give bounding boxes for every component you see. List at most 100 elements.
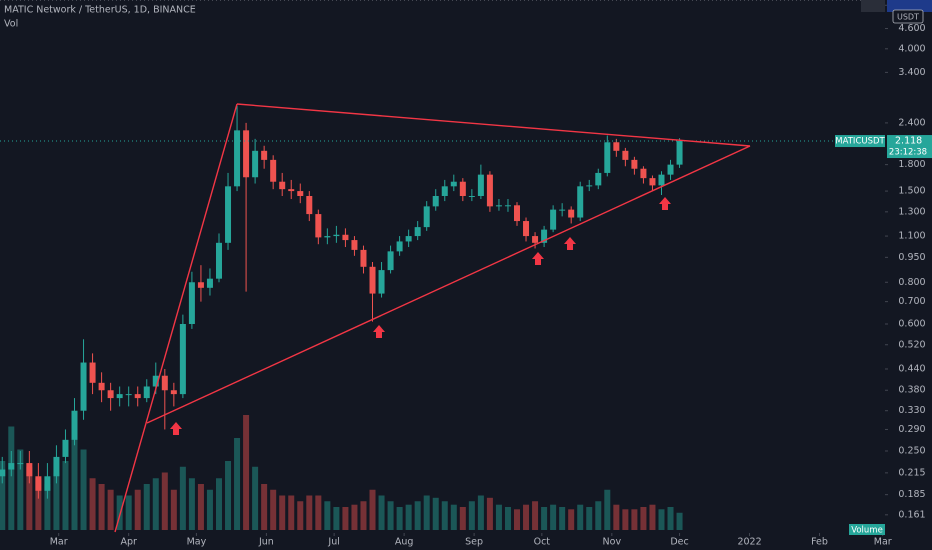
candle-body — [116, 394, 123, 399]
y-tick-label: 0.250 — [898, 445, 925, 456]
volume-bar — [423, 495, 430, 530]
candle-body — [315, 214, 322, 238]
candle-body — [432, 195, 439, 207]
arrow — [564, 237, 576, 250]
volume-bar — [613, 504, 620, 530]
candle-body — [622, 150, 629, 160]
candle-body — [134, 394, 141, 399]
candle-body — [351, 240, 358, 250]
candle-body — [35, 476, 42, 491]
candle-body — [107, 390, 114, 399]
volume-bar — [658, 509, 665, 530]
candle-body — [378, 270, 385, 294]
volume-bar — [279, 495, 286, 530]
candle-body — [206, 278, 213, 288]
volume-bar — [595, 501, 602, 530]
x-tick-label: Dec — [670, 537, 688, 548]
candle-body — [504, 205, 511, 207]
volume-bar — [676, 512, 683, 530]
candle-body — [595, 172, 602, 186]
volume-bar — [53, 472, 60, 530]
candle-body — [459, 181, 466, 196]
candle-body — [559, 209, 566, 211]
volume-bar — [188, 478, 195, 530]
volume-bar — [450, 504, 457, 530]
arrows — [170, 197, 671, 435]
high-value-box — [887, 0, 932, 12]
x-tick-label: 2022 — [737, 537, 761, 548]
arrow — [373, 325, 385, 338]
volume-bar — [98, 484, 105, 530]
trend-line — [114, 103, 238, 533]
candle-body — [170, 390, 177, 395]
candle-body — [306, 195, 313, 215]
candle-body — [369, 266, 376, 294]
y-tick-label: 1.300 — [898, 206, 925, 217]
candle-body — [197, 282, 204, 288]
candle-body — [80, 362, 87, 411]
volume-bar — [532, 501, 539, 530]
candle-body — [243, 130, 250, 178]
plot-area — [0, 0, 885, 530]
last-price-box — [887, 135, 932, 159]
countdown: 23:12:38 — [889, 148, 927, 158]
candle-body — [523, 221, 530, 237]
volume-bar — [35, 478, 42, 530]
volume-bar — [134, 489, 141, 530]
candle-body — [288, 189, 295, 192]
candle-body — [450, 181, 457, 187]
candle-body — [270, 159, 277, 182]
volume-bar — [568, 509, 575, 530]
candle-body — [477, 174, 484, 196]
x-tick-label: Mar — [874, 537, 892, 548]
trend-line — [236, 103, 751, 147]
volume-bar — [405, 504, 412, 530]
symbol: MATICUSDT — [835, 137, 885, 147]
candle-body — [188, 282, 195, 324]
candle-body — [468, 195, 475, 197]
candle-body — [550, 209, 557, 230]
subtitle: Vol — [4, 19, 18, 30]
chart-title: MATIC Network / TetherUS, 1D, BINANCE — [4, 5, 196, 16]
volume-bar — [17, 449, 24, 530]
volume-bar — [225, 461, 232, 530]
candle-body — [53, 456, 60, 477]
y-tick-label: 0.161 — [898, 509, 925, 520]
x-tick-label: Oct — [534, 537, 551, 548]
candle-body — [179, 323, 186, 395]
volume-bar — [504, 507, 511, 530]
volume-bar — [477, 495, 484, 530]
x-tick-label: Jun — [258, 537, 274, 548]
volume-bar — [80, 449, 87, 530]
x-tick-label: May — [187, 537, 207, 548]
y-tick-label: 0.380 — [898, 385, 925, 396]
volume-bar — [215, 478, 222, 530]
volume-bar — [351, 504, 358, 530]
volume-bar — [8, 426, 15, 530]
candle-body — [252, 150, 259, 178]
candle-body — [152, 375, 159, 387]
volume-bar — [396, 507, 403, 530]
candle-body — [640, 168, 647, 179]
arrow — [532, 252, 544, 265]
candle-body — [676, 141, 683, 165]
y-tick-label: 0.520 — [898, 339, 925, 350]
y-tick-label: 1.800 — [898, 159, 925, 170]
x-tick-label: Mar — [50, 537, 68, 548]
volume-bar — [667, 507, 674, 530]
candle-body — [71, 410, 78, 440]
volume-bar — [261, 484, 268, 530]
candle-body — [423, 206, 430, 228]
candle-body — [387, 251, 394, 271]
y-tick-label: 0.950 — [898, 252, 925, 263]
candle-body — [568, 209, 575, 218]
x-tick-label: Nov — [603, 537, 622, 548]
volume-bar — [0, 461, 6, 530]
candle-body — [586, 185, 593, 187]
volume-bar — [252, 466, 259, 530]
currency-box — [892, 9, 924, 24]
candle-body — [604, 142, 611, 173]
candle-body — [541, 229, 548, 243]
y-tick-label: 0.330 — [898, 405, 925, 416]
